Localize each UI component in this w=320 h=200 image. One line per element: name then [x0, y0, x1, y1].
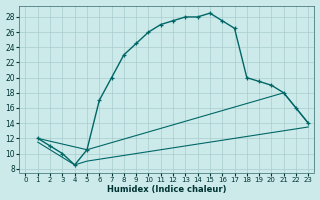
X-axis label: Humidex (Indice chaleur): Humidex (Indice chaleur): [107, 185, 227, 194]
